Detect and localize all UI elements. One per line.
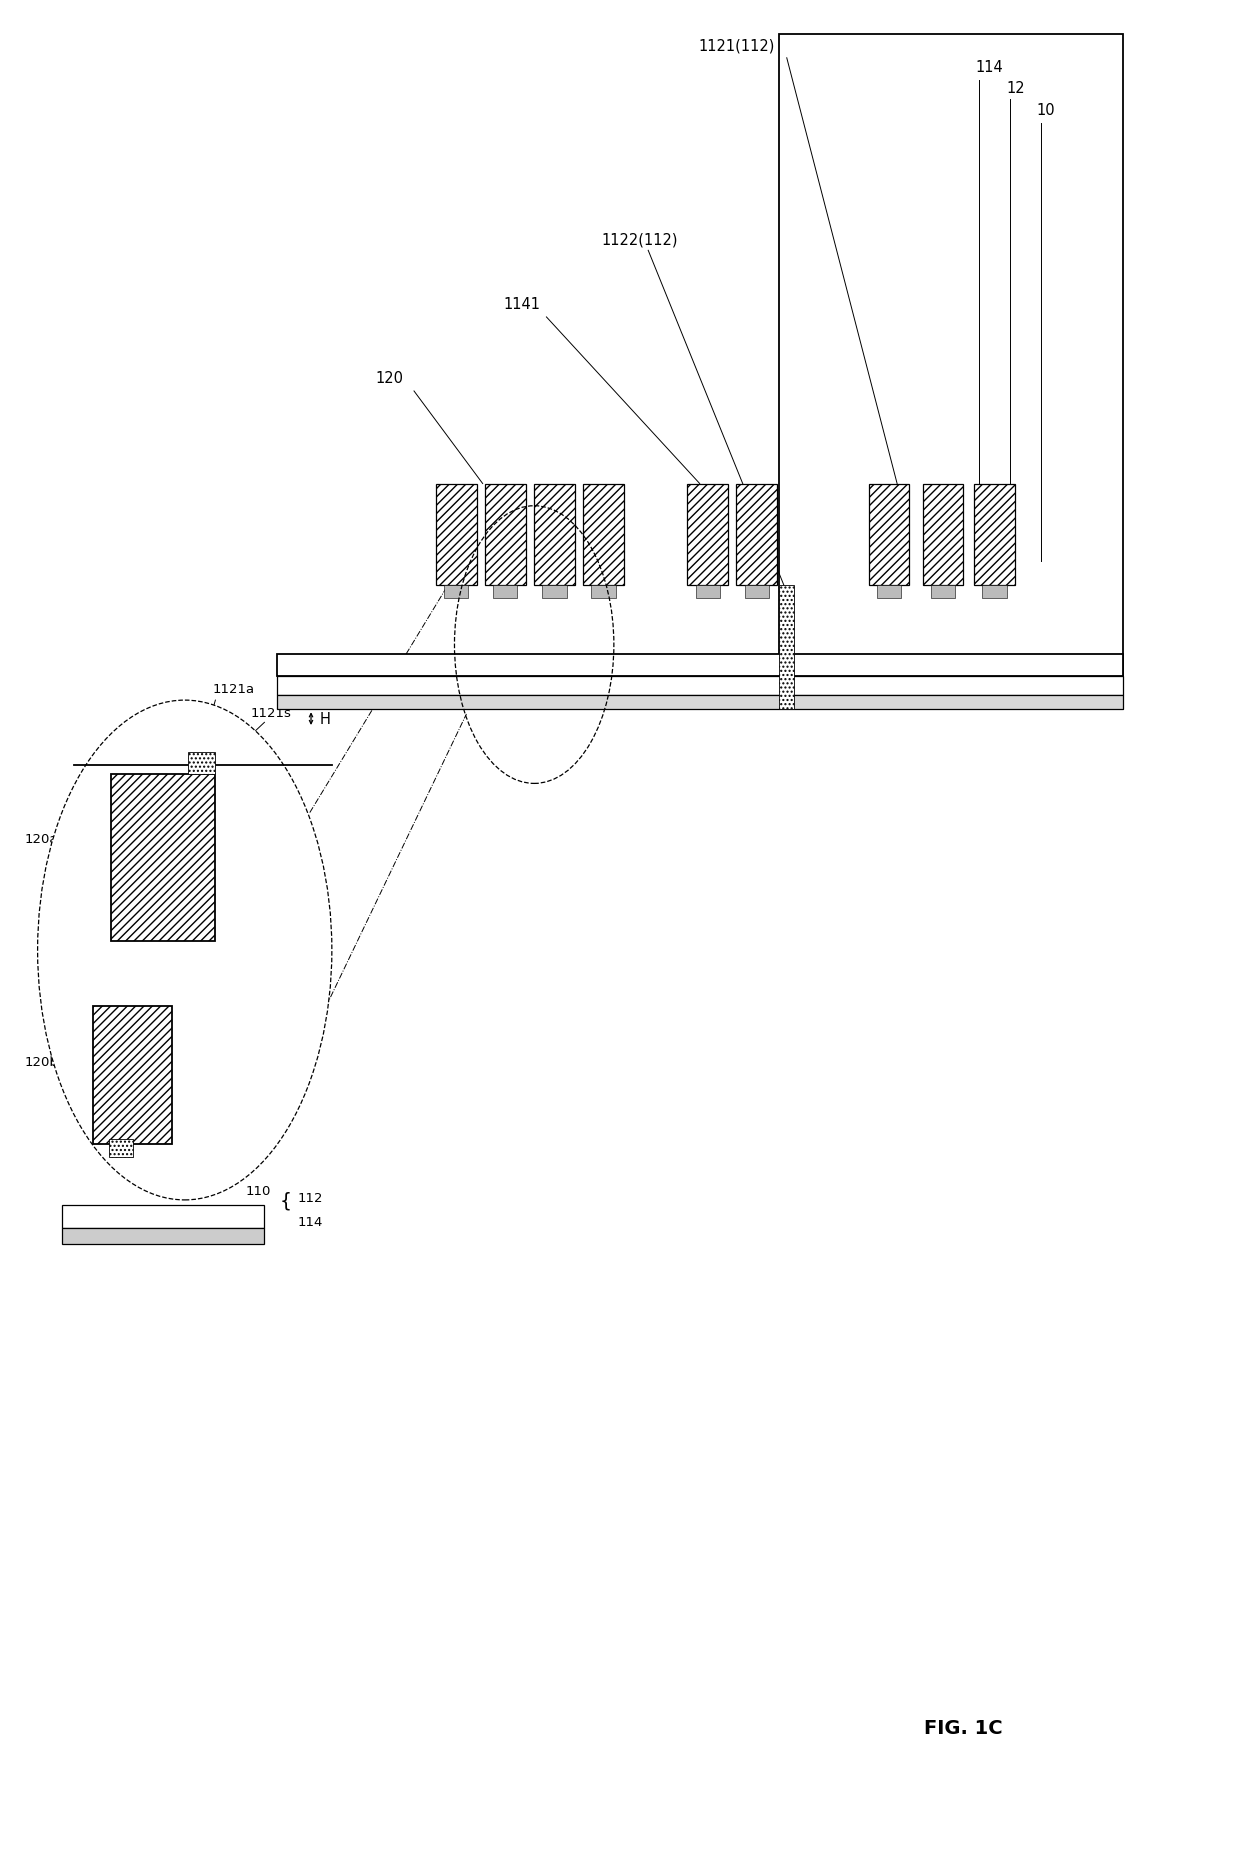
Bar: [188, 753, 216, 775]
Bar: [869, 485, 909, 585]
Text: 120: 120: [376, 371, 403, 386]
Text: 1121(112): 1121(112): [698, 37, 775, 54]
Ellipse shape: [37, 701, 332, 1200]
Bar: [494, 585, 517, 598]
Text: 1121a: 1121a: [213, 682, 255, 695]
Bar: [436, 485, 476, 585]
Bar: [277, 677, 1122, 695]
Bar: [696, 585, 719, 598]
Text: 1122(112): 1122(112): [601, 233, 678, 248]
Bar: [485, 485, 526, 585]
Text: 120a: 120a: [25, 833, 58, 846]
Text: 112: 112: [298, 1191, 324, 1204]
Text: 1141: 1141: [503, 296, 541, 311]
Text: FIG. 1C: FIG. 1C: [924, 1719, 1003, 1737]
Text: 12: 12: [1006, 80, 1024, 95]
Text: H: H: [320, 712, 331, 727]
Bar: [62, 1206, 264, 1228]
Text: 120s: 120s: [135, 712, 167, 725]
Bar: [982, 585, 1007, 598]
Bar: [444, 585, 469, 598]
Bar: [542, 585, 567, 598]
Text: 120b: 120b: [25, 1055, 58, 1068]
Bar: [923, 485, 963, 585]
Text: 110: 110: [246, 1184, 272, 1197]
Bar: [534, 485, 574, 585]
Text: 1121s: 1121s: [250, 706, 291, 720]
Text: {: {: [279, 1191, 291, 1210]
Text: 114: 114: [976, 60, 1003, 75]
Bar: [62, 1228, 264, 1245]
Bar: [583, 485, 624, 585]
Bar: [112, 775, 216, 941]
Bar: [591, 585, 615, 598]
Bar: [277, 654, 1122, 677]
Bar: [93, 1007, 172, 1144]
Bar: [780, 585, 794, 710]
Bar: [780, 35, 1122, 710]
Text: 10: 10: [1037, 103, 1055, 117]
Text: 114: 114: [298, 1215, 322, 1228]
Bar: [277, 695, 1122, 710]
Bar: [109, 1139, 133, 1158]
Bar: [975, 485, 1014, 585]
Bar: [737, 485, 777, 585]
Bar: [931, 585, 955, 598]
Bar: [687, 485, 728, 585]
Bar: [877, 585, 901, 598]
Bar: [744, 585, 769, 598]
